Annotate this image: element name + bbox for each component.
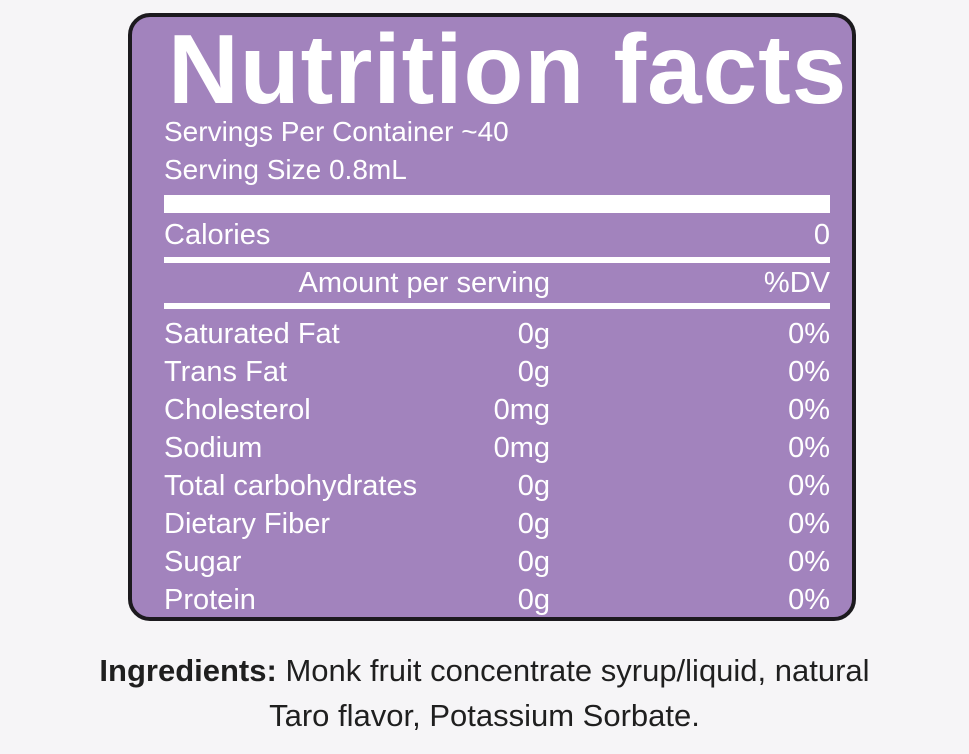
ingredients-label: Ingredients:	[99, 653, 277, 688]
nutrient-amount: 0g	[517, 508, 550, 540]
calories-value: 0	[813, 219, 830, 251]
nutrition-facts-panel: Nutrition facts Servings Per Container ~…	[128, 13, 856, 621]
servings-per-container: Servings Per Container ~40	[164, 116, 509, 147]
nutrient-name: Sugar	[164, 546, 242, 578]
nutrient-row-cholesterol: Cholesterol 0mg 0%	[164, 391, 830, 429]
nutrient-amount: 0g	[517, 470, 550, 502]
nutrient-daily-value: 0%	[788, 432, 830, 464]
ingredients-statement: Ingredients: Monk fruit concentrate syru…	[0, 648, 969, 738]
nutrient-name: Dietary Fiber	[164, 508, 330, 540]
ingredients-text-line-2: Taro flavor, Potassium Sorbate.	[269, 698, 700, 733]
nutrient-row-sodium: Sodium 0mg 0%	[164, 429, 830, 467]
nutrient-list: Saturated Fat 0g 0% Trans Fat 0g 0% Chol…	[164, 315, 830, 619]
nutrient-name: Sodium	[164, 432, 263, 464]
nutrient-name: Protein	[164, 584, 256, 616]
nutrient-amount: 0g	[517, 584, 550, 616]
nutrient-daily-value: 0%	[788, 470, 830, 502]
nutrient-daily-value: 0%	[788, 318, 830, 350]
nutrient-amount: 0g	[517, 356, 550, 388]
nutrient-row-saturated-fat: Saturated Fat 0g 0%	[164, 315, 830, 353]
thick-divider	[164, 195, 830, 213]
serving-size: Serving Size 0.8mL	[164, 154, 407, 185]
nutrient-name: Total carbohydrates	[164, 470, 418, 502]
divider	[164, 303, 830, 309]
nutrient-daily-value: 0%	[788, 356, 830, 388]
nutrient-daily-value: 0%	[788, 508, 830, 540]
nutrient-row-protein: Protein 0g 0%	[164, 581, 830, 619]
ingredients-line-1: Ingredients: Monk fruit concentrate syru…	[0, 648, 969, 693]
nutrition-facts-title: Nutrition facts	[168, 14, 848, 124]
ingredients-text-line-1: Monk fruit concentrate syrup/liquid, nat…	[285, 653, 870, 688]
amount-per-serving-header: Amount per serving	[298, 267, 550, 299]
nutrient-row-sugar: Sugar 0g 0%	[164, 543, 830, 581]
nutrient-name: Saturated Fat	[164, 318, 340, 350]
nutrient-amount: 0mg	[493, 394, 550, 426]
nutrient-name: Trans Fat	[164, 356, 288, 388]
nutrient-amount: 0g	[517, 318, 550, 350]
nutrient-row-trans-fat: Trans Fat 0g 0%	[164, 353, 830, 391]
divider	[164, 257, 830, 263]
nutrient-amount: 0g	[517, 546, 550, 578]
nutrient-daily-value: 0%	[788, 546, 830, 578]
daily-value-header: %DV	[763, 267, 830, 299]
nutrient-row-total-carbohydrates: Total carbohydrates 0g 0%	[164, 467, 830, 505]
calories-label: Calories	[164, 219, 271, 251]
nutrient-amount: 0mg	[493, 432, 550, 464]
nutrient-daily-value: 0%	[788, 394, 830, 426]
nutrient-row-dietary-fiber: Dietary Fiber 0g 0%	[164, 505, 830, 543]
nutrient-name: Cholesterol	[164, 394, 311, 426]
nutrient-daily-value: 0%	[788, 584, 830, 616]
